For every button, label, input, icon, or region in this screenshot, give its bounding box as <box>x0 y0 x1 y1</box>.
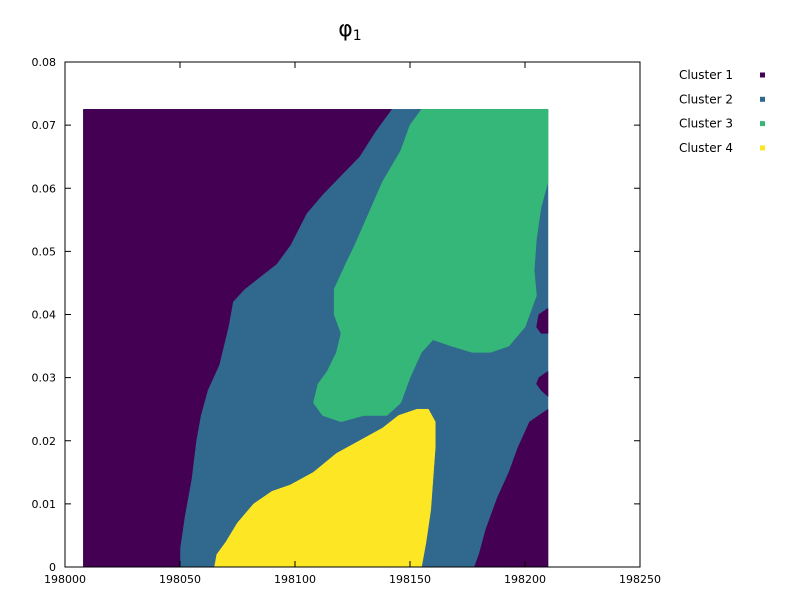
region-cluster-4-6 <box>214 408 436 568</box>
y-tick-label: 0.06 <box>32 182 57 195</box>
legend-swatch <box>760 72 765 78</box>
axes: 198000 198050 198100 198150 198200 198250 0 0.0… <box>32 56 662 586</box>
y-tick-label: 0.01 <box>32 498 57 511</box>
x-tick-label: 198150 <box>389 573 431 586</box>
y-tick-label: 0.07 <box>32 119 57 132</box>
x-tick-label: 198200 <box>504 573 546 586</box>
region-cluster-1-3 <box>474 408 549 568</box>
legend-label: Cluster 2 <box>679 92 733 106</box>
y-tick-label: 0.05 <box>32 245 57 258</box>
legend-label: Cluster 4 <box>679 141 733 155</box>
region-cluster-1-4 <box>536 307 549 334</box>
x-tick-label: 198100 <box>274 573 316 586</box>
y-tick-label: 0.02 <box>32 435 57 448</box>
x-tick-label: 198000 <box>44 573 86 586</box>
y-tick-label: 0.04 <box>32 309 57 322</box>
legend-swatch <box>760 121 765 127</box>
legend-label: Cluster 1 <box>679 68 733 82</box>
legend: Cluster 1 Cluster 2 Cluster 3 Cluster 4 <box>679 68 765 155</box>
y-tick-label: 0.03 <box>32 372 57 385</box>
region-cluster-1-5 <box>536 370 549 398</box>
legend-swatch <box>760 96 765 102</box>
chart-title-symbol: φ <box>338 17 353 42</box>
y-tick-label: 0 <box>49 561 56 574</box>
chart-title-subscript: 1 <box>353 28 362 44</box>
legend-swatch <box>760 145 765 151</box>
cluster-regions <box>83 109 549 568</box>
x-tick-label: 198050 <box>159 573 201 586</box>
y-tick-label: 0.08 <box>32 56 57 69</box>
region-cluster-3-2 <box>313 109 549 423</box>
chart-title: φ1 <box>338 17 361 44</box>
x-tick-label: 198250 <box>619 573 661 586</box>
region-cluster-1-1 <box>83 109 393 568</box>
legend-label: Cluster 3 <box>679 117 733 131</box>
